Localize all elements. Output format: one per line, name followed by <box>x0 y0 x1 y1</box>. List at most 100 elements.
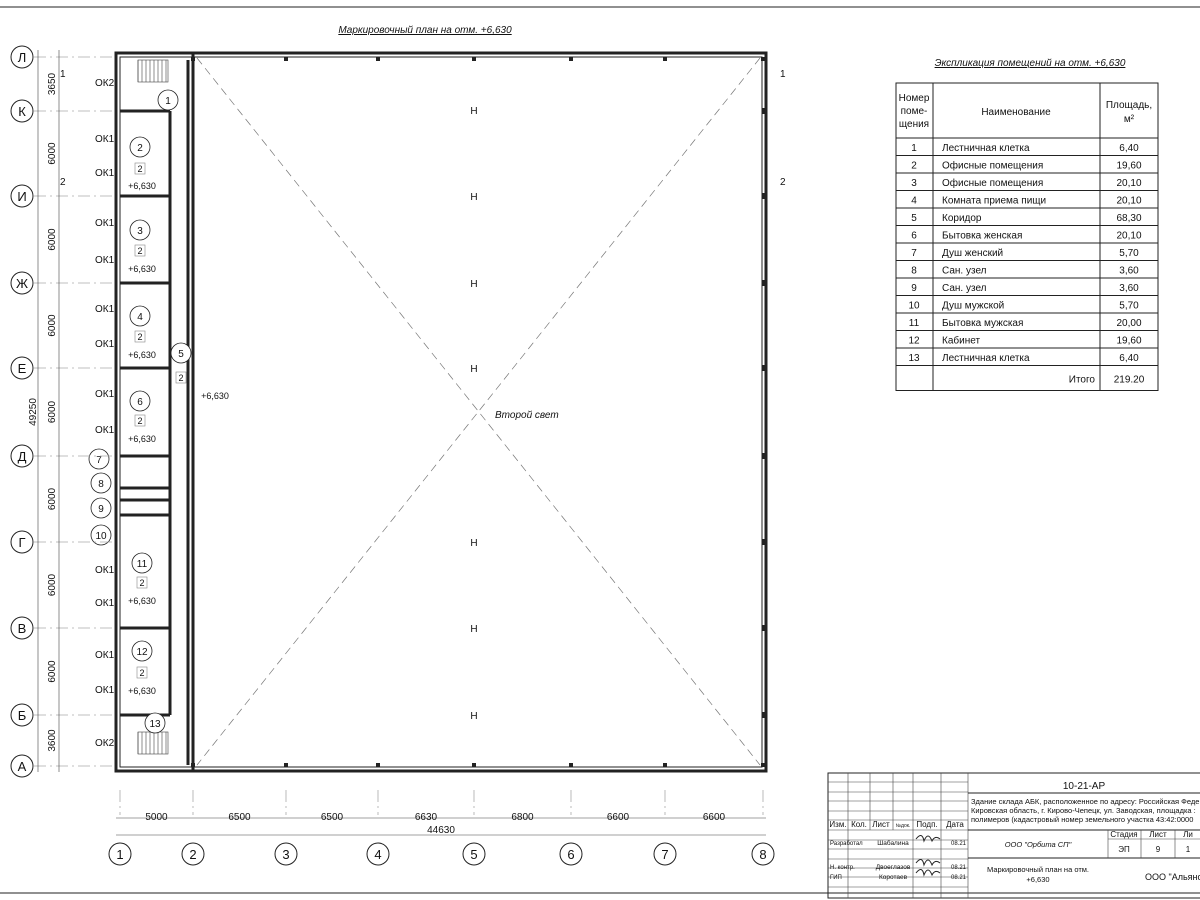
cell-name: Душ мужской <box>942 301 1004 312</box>
dimension-label: 6000 <box>47 142 58 165</box>
dimension-label: 6000 <box>47 314 58 337</box>
window-label: ОК1 <box>95 685 115 696</box>
total-value: 219.20 <box>1114 375 1145 386</box>
column-header: Подп. <box>916 820 937 829</box>
total-label: Итого <box>1069 375 1096 386</box>
signature <box>915 835 941 843</box>
room-tag: 2 <box>137 246 142 256</box>
room-tag-box <box>134 244 146 257</box>
cell-area: 68,30 <box>1116 213 1141 224</box>
dimension-label: 5000 <box>145 812 168 823</box>
role-label: Н. контр. <box>830 865 855 871</box>
cell-number: 11 <box>909 318 920 329</box>
sheets-header: Ли <box>1183 830 1193 839</box>
level-mark: +6,630 <box>128 181 156 191</box>
stage-value: ЭП <box>1118 845 1130 854</box>
axis-label-row: Г <box>18 535 25 550</box>
level-mark: +6,630 <box>128 264 156 274</box>
room-number-bubble <box>90 472 112 494</box>
cell-number: 1 <box>911 143 917 154</box>
title-block: 10-21-АР Здание склада АБК, расположенное… <box>827 772 1200 899</box>
column-marker <box>569 57 573 61</box>
window-label: ОК1 <box>95 650 115 661</box>
window-label: ОК1 <box>95 218 115 229</box>
column-marker <box>472 57 476 61</box>
room-number: 12 <box>136 647 148 658</box>
window-label: ОК1 <box>95 389 115 400</box>
room-number-bubble <box>129 219 151 241</box>
cell-area: 19,60 <box>1116 161 1141 172</box>
cell-name: Лестничная клетка <box>942 353 1030 364</box>
column-mark: Н <box>470 192 477 203</box>
axis-bubble <box>10 184 34 208</box>
cell-name: Сан. узел <box>942 283 987 294</box>
room-number: 5 <box>178 349 184 360</box>
cell-name: Комната приема пищи <box>942 196 1046 207</box>
column-marker <box>569 763 573 767</box>
column-marker <box>762 712 766 718</box>
header-number: поме- <box>901 106 928 117</box>
cell-area: 3,60 <box>1119 266 1139 277</box>
axis-bubble <box>462 842 486 866</box>
axis-label-col: 2 <box>189 847 196 862</box>
sheet-title-level: +6,630 <box>1026 875 1049 884</box>
cell-area: 20,10 <box>1116 231 1141 242</box>
level-mark: +6,630 <box>128 596 156 606</box>
axis-label-row: Ж <box>16 276 28 291</box>
cell-area: 5,70 <box>1119 301 1139 312</box>
axis-bubble <box>10 703 34 727</box>
column-marker <box>376 57 380 61</box>
signature <box>915 869 941 877</box>
axis-bubble <box>181 842 205 866</box>
room-tag-box <box>134 162 146 175</box>
window-label: ОК1 <box>95 339 115 350</box>
room-number-bubble <box>90 497 112 519</box>
room-number: 11 <box>137 559 148 570</box>
cell-number: 4 <box>911 196 917 207</box>
axis-label-col: 6 <box>567 847 574 862</box>
dimension-label: 6500 <box>228 812 251 823</box>
plan-title: Маркировочный план на отм. +6,630 <box>338 25 512 36</box>
axis-label-row: В <box>18 621 27 636</box>
cell-area: 20,10 <box>1116 196 1141 207</box>
level-mark: +6,630 <box>201 391 229 401</box>
axis-bubble <box>10 45 34 69</box>
window-label: ОК1 <box>95 304 115 315</box>
stair-flight <box>137 59 169 83</box>
dimension-label: 6600 <box>607 812 630 823</box>
room-number: 7 <box>96 455 102 466</box>
room-tag-box <box>136 576 148 589</box>
outer-wall <box>114 51 768 773</box>
column-marker <box>762 625 766 631</box>
project-description: Здание склада АБК, расположенное по адре… <box>971 797 1199 806</box>
column-marker <box>472 763 476 767</box>
cell-number: 3 <box>911 178 917 189</box>
cell-number: 5 <box>911 213 917 224</box>
cell-number: 8 <box>911 266 917 277</box>
project-code: 10-21-АР <box>1063 781 1106 792</box>
cell-area: 20,00 <box>1116 318 1141 329</box>
column-marker <box>761 57 765 61</box>
dimension-total: 49250 <box>28 398 39 426</box>
person-name: Шабалина <box>877 839 909 847</box>
cell-area: 19,60 <box>1116 336 1141 347</box>
cell-number: 10 <box>908 301 920 312</box>
column-marker <box>762 280 766 286</box>
axis-bubble <box>108 842 132 866</box>
person-name: Коротаев <box>879 874 908 881</box>
cell-name: Коридор <box>942 213 982 224</box>
window-label: ОК1 <box>95 425 115 436</box>
room-number-bubble <box>88 448 110 470</box>
column-marker <box>284 57 288 61</box>
cell-number: 12 <box>908 336 920 347</box>
cell-area: 3,60 <box>1119 283 1139 294</box>
table-title: Экспликация помещений на отм. +6,630 <box>935 58 1126 69</box>
project-description: полимеров (кадастровый номер земельного … <box>971 815 1193 824</box>
sign-date: 08.21 <box>951 875 967 881</box>
window-label: ОК1 <box>95 168 115 179</box>
axis-bubble <box>751 842 775 866</box>
cell-name: Бытовка женская <box>942 231 1022 242</box>
column-marker <box>663 57 667 61</box>
axis-label-col: 8 <box>759 847 766 862</box>
